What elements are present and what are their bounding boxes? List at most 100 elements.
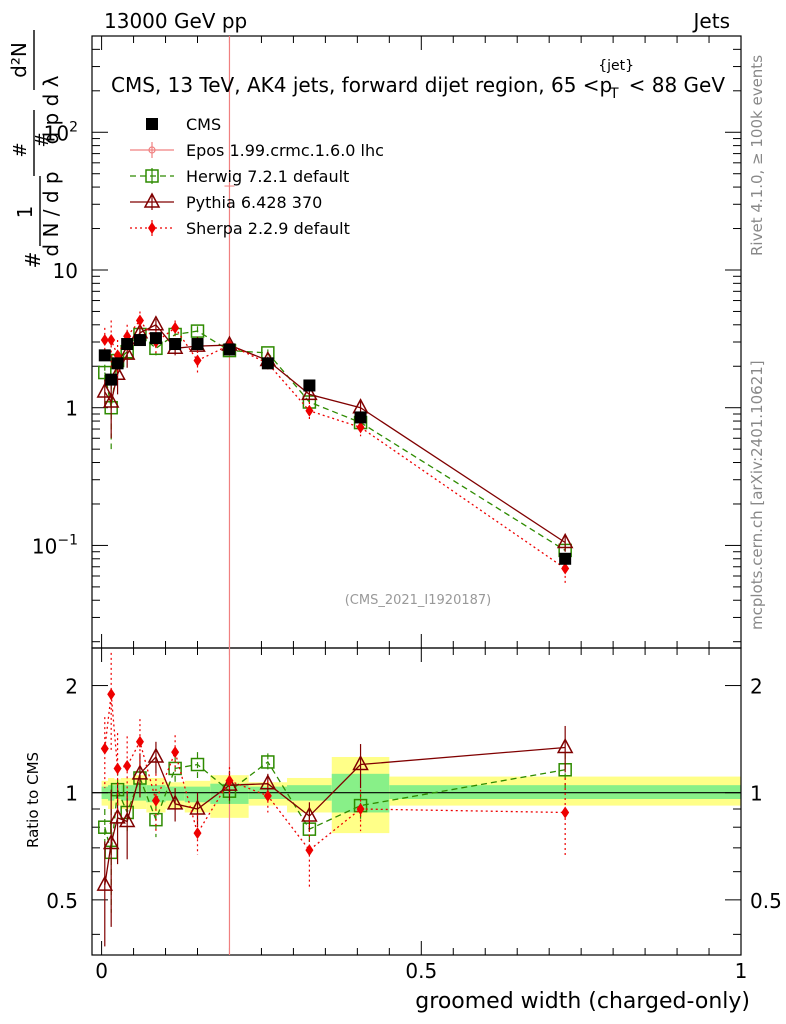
series-1-ratio-point [261, 755, 275, 769]
series-2-ratio-point [118, 811, 136, 828]
series-3-point [135, 314, 144, 327]
series-3-ratio-point [113, 762, 122, 775]
ratio-y-tick-label: 2 [65, 675, 78, 699]
legend-marker [146, 118, 158, 130]
legend-marker [148, 222, 156, 234]
series-3-ratio-point [263, 789, 272, 802]
x-tick-label: 0 [95, 959, 108, 983]
y-tick-label: 10 [53, 259, 78, 283]
cms-data-point [111, 357, 124, 370]
series-2-ratio-point [96, 875, 114, 891]
cms-data-point [223, 343, 236, 356]
legend-marker [148, 146, 156, 154]
series-2-point [96, 382, 114, 398]
series-1-line [104, 330, 566, 551]
series-1-point [98, 365, 112, 380]
svg-text:#: # [21, 252, 45, 269]
legend-label: Herwig 7.2.1 default [186, 167, 349, 186]
series-3-point [100, 334, 109, 347]
cms-data-point [121, 338, 134, 351]
series-3-ratio-point [135, 735, 144, 748]
legend-label: Pythia 6.428 370 [186, 193, 322, 212]
series-3-ratio-point [107, 688, 116, 701]
ratio-band-green [146, 785, 166, 803]
series-2-ratio-point [109, 808, 126, 824]
series-3-ratio-point [123, 759, 132, 772]
ratio-plot-frame [91, 647, 742, 956]
series-2-group [104, 319, 566, 947]
legend-marker [145, 169, 159, 183]
ratio-y-tick-label-right: 0.5 [750, 889, 782, 913]
series-3-ratio-point [305, 844, 314, 857]
series-2-point [102, 392, 120, 408]
series-3-ratio-point [100, 742, 109, 755]
cms-data-point [105, 373, 118, 386]
ratio-y-tick-label: 1 [65, 782, 78, 806]
legend-marker [143, 192, 161, 208]
series-3-ratio-point [151, 794, 160, 807]
cms-data-point [133, 334, 146, 347]
series-3-ratio-point [171, 746, 180, 759]
series-3-point [107, 334, 116, 347]
y-tick-label: 102 [44, 119, 78, 145]
x-tick-label: 1 [735, 959, 748, 983]
cms-data-point [303, 379, 316, 392]
cms-data-point [354, 411, 367, 424]
series-2-point [118, 344, 136, 360]
series-3-point [193, 354, 202, 367]
header-right: Jets [692, 9, 730, 33]
series-2-point [301, 384, 318, 401]
cms-data-point [98, 349, 111, 362]
svg-text:d²N: d²N [7, 42, 31, 78]
rivet-label: Rivet 4.1.0, ≥ 100k events [748, 55, 766, 256]
svg-text:#: # [32, 132, 53, 147]
ratio-y-tick-label-right: 1 [750, 782, 763, 806]
ratio-y-tick-label: 0.5 [46, 889, 78, 913]
series-2-ratio-point [556, 737, 574, 754]
series-3-point [561, 562, 570, 575]
series-3-ratio-point [561, 806, 570, 819]
series-2-ratio-point [131, 764, 149, 780]
svg-text:d p d λ: d p d λ [39, 75, 63, 144]
series-2-ratio-point [221, 775, 238, 791]
ratio-y-tick-label-right: 2 [750, 675, 763, 699]
cms-data-point [191, 338, 204, 351]
series-2-point [109, 364, 126, 380]
series-2-point [147, 315, 165, 331]
ratio-band-green [389, 785, 741, 800]
series-3-line [104, 319, 566, 570]
x-axis-label: groomed width (charged-only) [415, 989, 750, 1014]
cms-data-point [149, 332, 162, 345]
series-2-ratio-point [147, 747, 165, 763]
series-1-ratio-point [190, 757, 205, 772]
series-2-ratio-point [189, 799, 206, 815]
series-3-point [305, 404, 314, 417]
series-3-ratio-point [225, 774, 234, 787]
series-2-ratio-point [166, 794, 184, 810]
svg-text:d N / d p: d N / d p [39, 171, 63, 256]
y-tick-label: 10−1 [32, 532, 78, 558]
svg-text:#: # [10, 142, 31, 157]
legend-label: Epos 1.99.crmc.1.6.0 lhc [186, 141, 384, 160]
ratio-y-axis-label: Ratio to CMS [24, 752, 42, 848]
series-3-point [171, 321, 180, 334]
series-2-line [104, 323, 566, 544]
cms-data-point [261, 357, 274, 370]
chart-title: CMS, 13 TeV, AK4 jets, forward dijet reg… [111, 58, 725, 102]
svg-text:1: 1 [13, 206, 37, 219]
series-3-ratio-point [193, 827, 202, 840]
legend-label: CMS [186, 115, 221, 134]
header-left: 13000 GeV pp [104, 9, 247, 33]
series-2-point [556, 532, 574, 549]
series-3-ratio-point [356, 802, 365, 815]
series-2-ratio-point [102, 833, 120, 850]
legend-label: Sherpa 2.2.9 default [186, 219, 350, 238]
x-tick-label: 0.5 [405, 959, 437, 983]
series-3-point [356, 421, 365, 434]
cms-data-point [559, 552, 572, 565]
analysis-tag: (CMS_2021_I1920187) [345, 593, 492, 608]
series-1-ratio-point [168, 761, 182, 776]
y-tick-label: 1 [65, 397, 78, 421]
